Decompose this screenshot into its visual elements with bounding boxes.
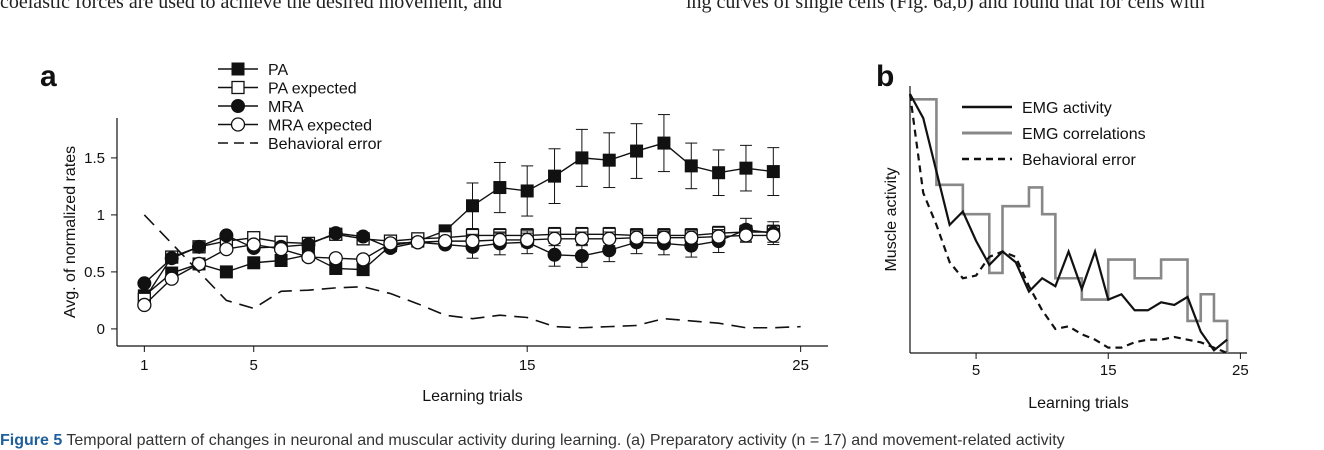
panel-a-y-tick-label: 1 [97,207,105,224]
panel-b-legend-label: EMG correlations [1022,126,1146,143]
panel-a-data-point [766,228,781,243]
panel-a-data-point [466,199,479,213]
panel-a-legend-marker [231,99,245,113]
panel-a-data-point [301,249,316,265]
panel-a-data-point [137,297,152,313]
panel-a-data-point [712,166,726,180]
panel-a-series-line [143,214,801,329]
panel-a-legend-label: MRA expected [268,118,372,135]
panel-a-x-tick-label: 25 [792,357,809,374]
panel-b-series-line [909,93,1228,352]
panel-a-x-tick-label: 15 [519,357,536,374]
panel-a-data-point [410,235,425,250]
panel-a-data-point [438,233,453,249]
panel-a-data-point [192,239,207,254]
panel-a-data-point [574,231,590,246]
panel-a-legend-label: Behavioral error [268,136,383,153]
panel-a-data-point [766,165,780,179]
panel-a-letter: a [40,60,57,93]
panel-b-x-tick-label: 25 [1232,362,1249,379]
panel-a-legend-label: MRA [268,99,304,116]
panel-a-x-tick-label: 5 [250,357,258,374]
panel-b-x-axis-label: Learning trials [1028,395,1129,412]
panel-a-data-point [137,276,152,291]
panel-a-y-tick-label: 0 [97,321,105,338]
panel-a-data-point [383,236,398,251]
panel-a-data-point [656,230,672,245]
panel-a-data-point [739,161,753,175]
panel-a-data-point [520,184,534,198]
panel-a-legend-label: PA expected [268,81,357,98]
panel-a-data-point [684,230,699,245]
panel-a-series-line [143,142,774,297]
panel-a-legend-marker [231,80,245,95]
panel-a-data-point [274,254,288,267]
body-text-left: coelastic forces are used to achieve the… [0,0,503,13]
panel-a-data-point [602,231,617,246]
panel-a-data-point [219,241,234,257]
panel-b-y-axis-label: Muscle activity [883,167,900,271]
panel-b-letter: b [876,60,895,93]
panel-a-data-point [164,271,179,286]
panel-a-y-axis-label: Avg. of normalized rates [62,146,79,318]
panel-a-data-point [219,228,234,243]
caption-text: Temporal pattern of changes in neuronal … [66,432,1065,449]
panel-a-data-point [328,251,343,266]
panel-b-series-line [910,98,1229,353]
panel-a-x-axis-label: Learning trials [422,388,523,405]
panel-a-legend-label: PA [268,62,288,79]
panel-a-data-point [547,247,562,262]
panel-a-data-point [738,228,754,243]
panel-a-data-point [355,252,371,267]
panel-b-x-tick-label: 5 [972,362,980,379]
panel-b-series-line [908,93,1228,355]
panel-a-y-tick-label: 0.5 [84,264,105,281]
panel-b-legend-label: Behavioral error [1022,152,1137,169]
panel-a-data-point [328,226,343,241]
panel-a-data-point [684,159,698,173]
figure-caption: Figure 5 Temporal pattern of changes in … [0,432,1324,450]
panel-a-data-point [657,136,671,150]
panel-a-data-point [575,151,589,165]
panel-a-data-point [492,232,507,248]
panel-a-data-point [465,233,480,249]
panel-a-data-point [629,230,644,245]
panel-a-data-point [548,169,562,183]
panel-b-legend-label: EMG activity [1022,100,1112,117]
panel-a-legend-marker [230,117,246,132]
panel-a-series-line [143,231,774,300]
panel-a-data-point [493,181,507,195]
panel-a-data-point [602,153,616,167]
panel-a-data-point [219,265,233,279]
panel-a-data-point [191,256,207,272]
panel-a-data-point [574,248,589,263]
panel-a-data-point [547,231,562,246]
panel-a-data-point [273,241,289,257]
panel-a-data-point [356,229,371,244]
panel-b-x-tick-label: 15 [1100,362,1117,379]
body-text-right: ing curves of single cells (Fig. 6a,b) a… [686,0,1205,13]
panel-a-x-tick-label: 1 [140,357,148,374]
panel-a-legend-marker [231,62,245,76]
panel-a-data-point [164,251,179,266]
panel-a-y-tick-label: 1.5 [84,150,105,167]
panel-a-data-point [711,229,726,244]
panel-a-data-point [246,237,261,252]
panel-a-data-point [630,144,644,158]
panel-a-data-point [301,237,316,252]
caption-label: Figure 5 [0,432,63,449]
panel-a-data-point [247,256,261,270]
panel-a-data-point [520,232,535,248]
